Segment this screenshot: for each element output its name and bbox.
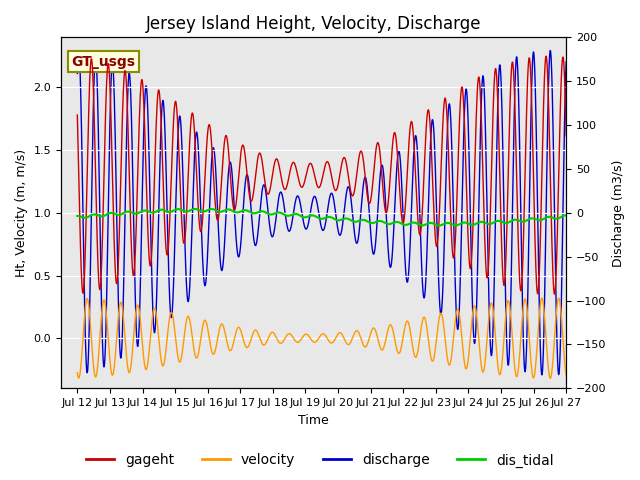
velocity xyxy=(538,295,546,301)
discharge xyxy=(563,59,570,64)
velocity xyxy=(367,331,374,336)
gageht xyxy=(563,133,570,139)
discharge xyxy=(367,228,374,234)
gageht xyxy=(367,198,374,204)
gageht xyxy=(163,247,170,252)
dis_tidal xyxy=(392,219,399,225)
discharge xyxy=(163,168,170,174)
dis_tidal xyxy=(163,208,170,214)
Y-axis label: Discharge (m3/s): Discharge (m3/s) xyxy=(612,159,625,266)
gageht xyxy=(74,112,81,118)
dis_tidal xyxy=(438,222,446,228)
discharge xyxy=(538,372,546,378)
Line: discharge: discharge xyxy=(77,50,566,375)
velocity xyxy=(163,346,170,351)
dis_tidal xyxy=(74,213,81,219)
Y-axis label: Ht, Velocity (m, m/s): Ht, Velocity (m, m/s) xyxy=(15,149,28,277)
gageht xyxy=(550,291,558,297)
Text: GT_usgs: GT_usgs xyxy=(71,55,135,69)
dis_tidal xyxy=(563,213,570,218)
Line: velocity: velocity xyxy=(77,298,566,378)
gageht xyxy=(542,53,550,59)
dis_tidal xyxy=(476,219,483,225)
dis_tidal xyxy=(435,223,443,228)
velocity xyxy=(563,372,570,378)
velocity xyxy=(476,342,483,348)
velocity xyxy=(547,375,554,381)
dis_tidal xyxy=(191,206,198,212)
Title: Jersey Island Height, Velocity, Discharge: Jersey Island Height, Velocity, Discharg… xyxy=(146,15,481,33)
Line: gageht: gageht xyxy=(77,56,566,294)
gageht xyxy=(392,131,399,137)
velocity xyxy=(74,370,81,375)
discharge xyxy=(392,194,399,200)
gageht xyxy=(476,76,483,82)
velocity xyxy=(438,313,446,319)
discharge xyxy=(476,182,483,188)
velocity xyxy=(260,342,268,348)
discharge xyxy=(547,48,554,53)
gageht xyxy=(438,138,446,144)
dis_tidal xyxy=(260,209,268,215)
velocity xyxy=(392,339,399,345)
dis_tidal xyxy=(367,220,374,226)
discharge xyxy=(438,301,446,307)
Line: dis_tidal: dis_tidal xyxy=(77,209,566,226)
discharge xyxy=(260,182,268,188)
X-axis label: Time: Time xyxy=(298,414,329,427)
discharge xyxy=(74,71,81,76)
Legend: gageht, velocity, discharge, dis_tidal: gageht, velocity, discharge, dis_tidal xyxy=(81,448,559,473)
gageht xyxy=(260,173,268,179)
